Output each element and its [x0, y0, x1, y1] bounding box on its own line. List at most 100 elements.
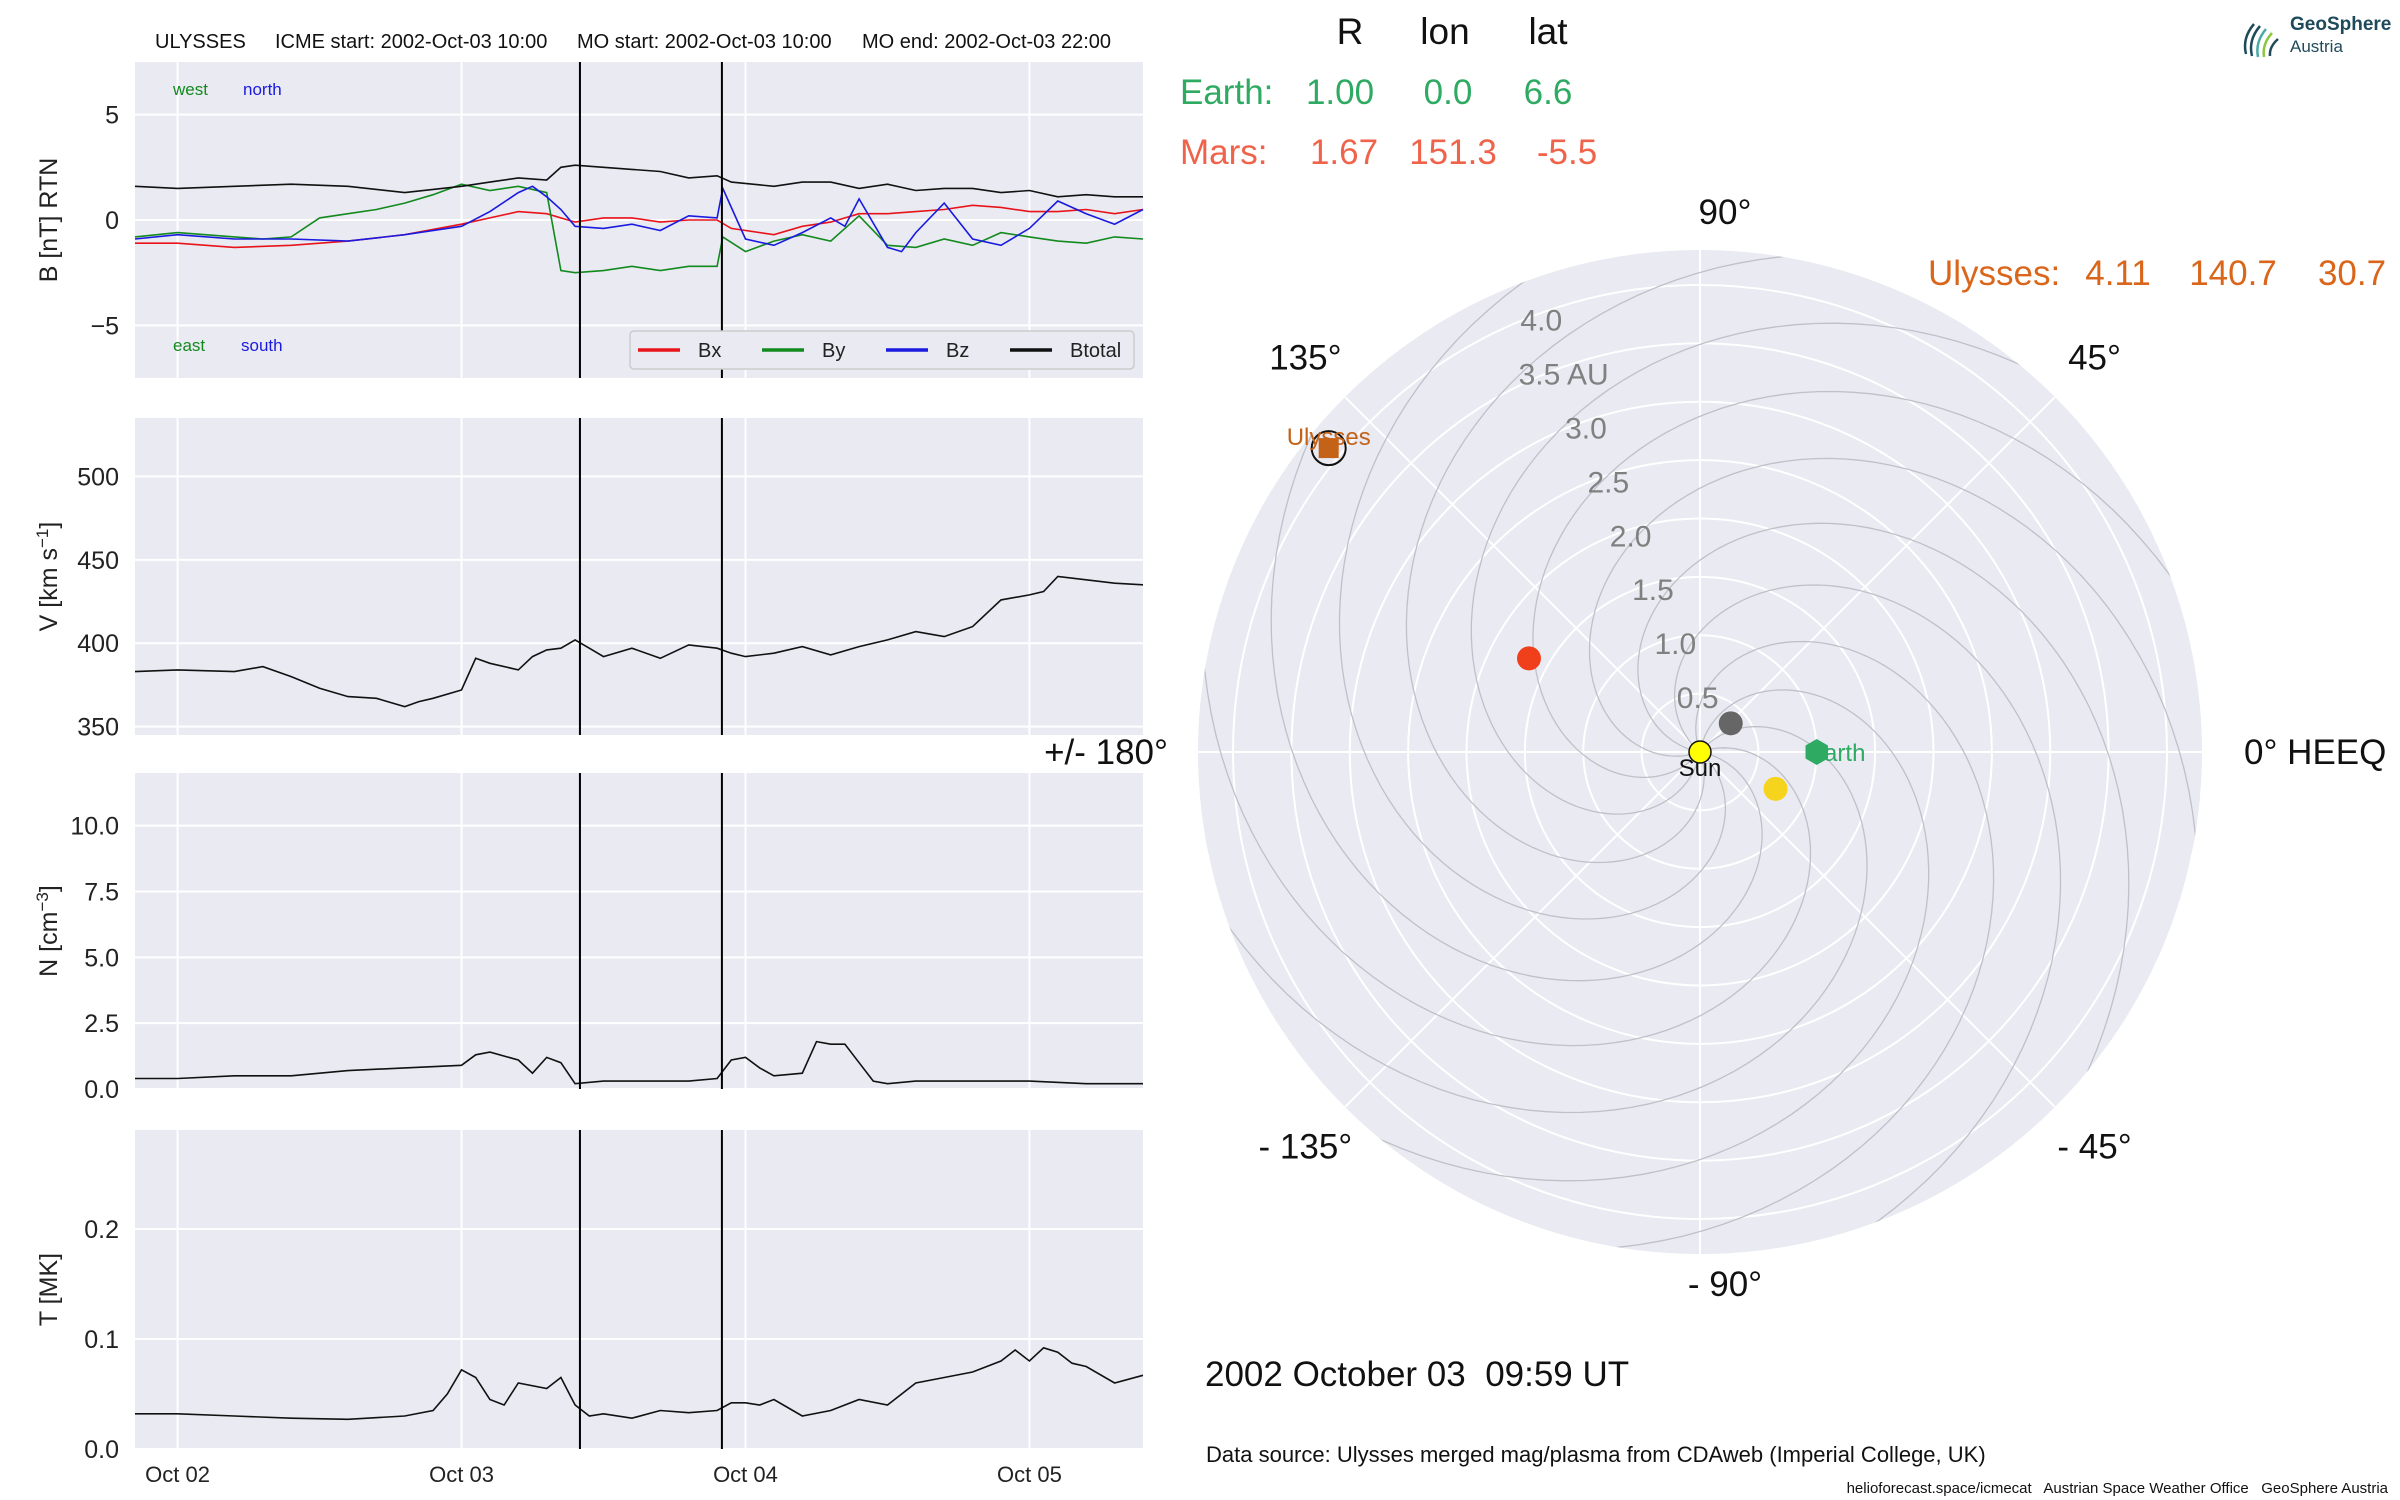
spiral-arm	[1614, 584, 2062, 1254]
y-tick-label: 0.2	[84, 1216, 119, 1244]
panel-4: 0.0 0.1 0.2 T [MK] Oct 02 Oct 03 Oct 04 Oct 05	[35, 1130, 1144, 1487]
panel-background	[135, 1130, 1143, 1449]
polar-plot: 0.5 1.0 1.5 2.0 2.5 3.0 3.5 AU 4.0 0° HEEQ 45° 90°…	[1044, 193, 2386, 1304]
table-col-lat: lat	[1528, 11, 1568, 52]
date-label: 2002 October 03 09:59 UT	[1205, 1355, 1629, 1394]
table-ulysses-lat: 30.7	[2318, 254, 2386, 293]
series-btotal	[134, 164, 1143, 198]
panel-3: 0.0 2.5 5.0 7.5 10.0 N [cm−3]	[33, 773, 1143, 1104]
spiral-arm	[1198, 689, 1930, 1182]
label-west: west	[172, 80, 208, 99]
y-tick-label: 2.5	[84, 1010, 119, 1038]
y-axis-label: T [MK]	[35, 1253, 63, 1326]
table-ulysses-r: 4.11	[2085, 254, 2151, 293]
spiral-arm	[1201, 394, 1812, 1047]
table-mars-label: Mars:	[1180, 133, 1268, 172]
table-earth-lon: 0.0	[1424, 73, 1473, 112]
chart-header-icme-start: ICME start: 2002-Oct-03 10:00	[275, 31, 547, 53]
earth-marker	[1805, 739, 1828, 765]
table-mars-r: 1.67	[1310, 133, 1378, 172]
table-earth-lat: 6.6	[1524, 73, 1573, 112]
spiral-arm	[1637, 522, 2130, 1254]
data-source-label: Data source: Ulysses merged mag/plasma f…	[1206, 1442, 1986, 1467]
legend-label-by: By	[822, 340, 845, 362]
spiral-arm	[1342, 640, 1995, 1251]
angle-tick-label: 45°	[2068, 338, 2121, 377]
chart-header-spacecraft: ULYSSES	[155, 31, 246, 53]
radius-tick-label: 4.0	[1520, 305, 1562, 338]
series-by	[134, 183, 1144, 274]
spiral-arm	[1532, 390, 2202, 838]
angle-tick-label: - 90°	[1688, 1265, 1762, 1304]
series-v	[134, 575, 1144, 708]
angle-tick-label: 90°	[1699, 193, 1752, 232]
table-earth-r: 1.00	[1306, 73, 1374, 112]
y-tick-label: 5.0	[84, 944, 119, 972]
sun-marker	[1688, 740, 1712, 764]
y-axis-label-end: ]	[35, 885, 63, 892]
y-axis-label-end: ]	[35, 522, 63, 529]
legend-label-bz: Bz	[946, 340, 969, 362]
radius-tick-label: 3.0	[1565, 412, 1607, 445]
x-tick-label: Oct 04	[713, 1462, 778, 1487]
spiral-arm	[1270, 250, 1763, 982]
geosphere-logo-icon	[2243, 23, 2279, 58]
table-earth-label: Earth:	[1180, 73, 1273, 112]
table-col-lon: lon	[1420, 11, 1469, 52]
y-tick-label: 500	[77, 463, 119, 491]
x-tick-label: Oct 03	[429, 1462, 494, 1487]
angle-tick-label: - 45°	[2057, 1128, 2131, 1167]
table-col-r: R	[1337, 11, 1364, 52]
ulysses-ring-marker	[1310, 430, 1347, 467]
y-tick-label: −5	[90, 312, 119, 340]
y-tick-label: 5	[105, 102, 119, 130]
table-mars-lat: -5.5	[1537, 133, 1597, 172]
parker-spirals	[1198, 250, 2202, 1254]
logo-subname: Austria	[2290, 37, 2343, 56]
legend-box	[629, 330, 1135, 370]
geosphere-logo	[2240, 14, 2390, 64]
label-north: north	[243, 80, 282, 99]
series-t	[135, 1346, 1144, 1421]
panel-background	[135, 773, 1143, 1089]
y-tick-label: 450	[77, 547, 119, 575]
y-tick-label: 10.0	[70, 813, 119, 841]
panel-2: 350 400 450 500 V [km s−1]	[33, 418, 1144, 742]
radius-tick-label: 1.5	[1632, 574, 1674, 607]
spiral-arm	[1470, 322, 2202, 815]
mars-marker	[1516, 646, 1541, 671]
y-axis-label-exponent: −1	[33, 529, 52, 548]
x-tick-label: Oct 05	[997, 1462, 1062, 1487]
radius-tick-label: 0.5	[1677, 682, 1719, 715]
table-ulysses-lon: 140.7	[2189, 254, 2277, 293]
panel-1: −5 0 5 B [nT] RTN west north east south Bx By Bz Bt…	[35, 62, 1144, 378]
series-bz	[134, 185, 1144, 253]
y-tick-label: 350	[77, 714, 119, 742]
y-tick-label: 0.0	[84, 1436, 119, 1464]
y-axis-label: B [nT] RTN	[35, 158, 63, 283]
spiral-arm	[1405, 253, 2058, 864]
mercury-marker	[1718, 711, 1743, 736]
legend-label-btotal: Btotal	[1070, 340, 1121, 362]
y-tick-label: 0	[105, 207, 119, 235]
legend: Bx By Bz Btotal	[629, 330, 1135, 370]
y-tick-label: 7.5	[84, 879, 119, 907]
spiral-arm	[1338, 250, 1786, 920]
radius-tick-label: 2.0	[1610, 520, 1652, 553]
angle-tick-label: +/- 180°	[1044, 733, 1168, 772]
y-tick-label: 400	[77, 630, 119, 658]
table-ulysses-label: Ulysses:	[1928, 254, 2060, 293]
series-n	[135, 1040, 1143, 1085]
x-tick-label: Oct 02	[145, 1462, 210, 1487]
y-axis-label: N [cm−3]	[33, 885, 63, 977]
chart-header-mo-end: MO end: 2002-Oct-03 22:00	[862, 31, 1111, 53]
y-axis-label-exponent: −3	[33, 892, 52, 911]
y-tick-label: 0.1	[84, 1326, 119, 1354]
angle-tick-label: - 135°	[1259, 1128, 1353, 1167]
legend-label-bx: Bx	[698, 340, 721, 362]
venus-marker	[1763, 776, 1788, 801]
angle-tick-label: 0° HEEQ	[2244, 733, 2386, 772]
y-tick-label: 0.0	[84, 1076, 119, 1104]
footer-credits: helioforecast.space/icmecat Austrian Spa…	[1847, 1480, 2389, 1497]
